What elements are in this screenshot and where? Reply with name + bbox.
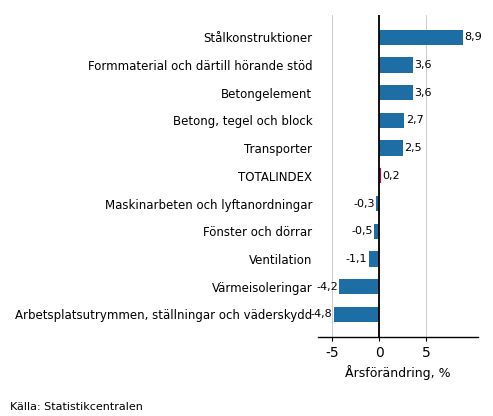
Bar	[374, 224, 379, 239]
Bar	[340, 279, 379, 294]
Bar	[379, 113, 404, 128]
Text: -1,1: -1,1	[346, 254, 367, 264]
Text: 3,6: 3,6	[415, 88, 432, 98]
Text: 2,7: 2,7	[406, 115, 423, 125]
Bar	[376, 196, 379, 211]
Text: Källa: Statistikcentralen: Källa: Statistikcentralen	[10, 402, 143, 412]
Bar	[379, 30, 463, 45]
Bar	[334, 307, 379, 322]
Text: -4,8: -4,8	[311, 310, 332, 319]
Text: -4,2: -4,2	[317, 282, 338, 292]
Bar	[379, 168, 381, 183]
X-axis label: Årsförändring, %: Årsförändring, %	[345, 365, 451, 380]
Text: -0,3: -0,3	[353, 198, 375, 208]
Bar	[379, 57, 413, 72]
Text: 0,2: 0,2	[383, 171, 400, 181]
Bar	[379, 85, 413, 100]
Bar	[369, 251, 379, 267]
Text: 2,5: 2,5	[404, 143, 422, 153]
Text: -0,5: -0,5	[352, 226, 373, 236]
Text: 8,9: 8,9	[464, 32, 482, 42]
Bar	[379, 141, 403, 156]
Text: 3,6: 3,6	[415, 60, 432, 70]
